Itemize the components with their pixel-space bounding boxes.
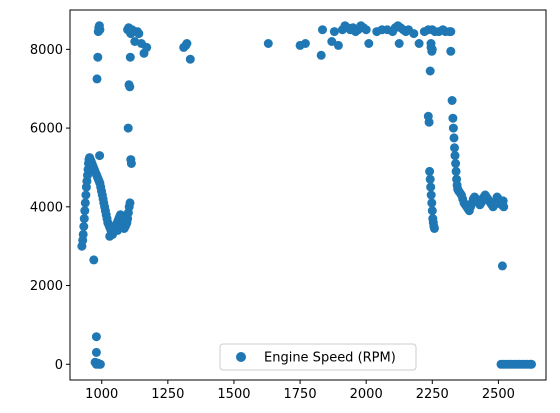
- data-point: [333, 40, 343, 50]
- data-point: [414, 39, 424, 48]
- axes-frame: [69, 9, 547, 381]
- x-tick-label: 2250: [416, 387, 449, 402]
- legend-box: [219, 343, 417, 371]
- x-tick-label: 1750: [284, 387, 317, 402]
- data-point: [427, 44, 437, 54]
- data-point: [119, 224, 129, 233]
- x-tick-label: 2500: [482, 387, 515, 402]
- y-tick-label: 8000: [30, 43, 63, 58]
- data-point: [361, 25, 371, 35]
- legend-label: Engine Speed (RPM): [264, 351, 396, 366]
- data-point: [499, 202, 509, 212]
- data-point: [80, 198, 90, 208]
- data-point: [426, 182, 436, 192]
- data-point: [427, 206, 437, 216]
- data-point: [425, 166, 435, 176]
- data-point: [426, 190, 436, 200]
- data-point: [318, 25, 327, 35]
- y-tick-label: 0: [55, 358, 63, 373]
- x-tick-label: 1000: [85, 387, 118, 402]
- data-point: [424, 117, 434, 127]
- data-point: [327, 37, 337, 46]
- data-point: [497, 261, 507, 271]
- x-tick-label: 2000: [350, 387, 383, 402]
- data-point: [448, 113, 458, 123]
- data-point: [95, 25, 105, 35]
- data-point: [92, 74, 102, 84]
- data-point: [447, 96, 457, 105]
- data-point: [300, 39, 310, 48]
- data-point: [448, 123, 458, 133]
- data-point: [185, 54, 195, 64]
- data-point: [409, 29, 419, 39]
- data-point: [364, 39, 374, 48]
- data-point: [451, 159, 461, 168]
- data-point: [425, 174, 435, 184]
- data-point: [446, 46, 456, 56]
- data-point: [95, 359, 105, 369]
- data-point: [425, 66, 435, 76]
- data-point: [427, 198, 437, 208]
- data-point: [93, 52, 103, 62]
- data-point: [449, 133, 459, 143]
- data-point: [429, 224, 439, 233]
- y-tick-label: 4000: [30, 200, 63, 215]
- data-point: [142, 42, 152, 52]
- data-point: [89, 255, 99, 265]
- legend: Engine Speed (RPM): [219, 343, 417, 371]
- y-tick-label: 2000: [30, 279, 63, 294]
- legend-marker: [236, 352, 246, 362]
- data-point: [123, 123, 133, 133]
- data-point: [78, 229, 88, 239]
- data-point: [182, 39, 192, 48]
- data-point: [394, 39, 404, 48]
- data-point: [450, 143, 459, 153]
- x-tick-label: 1250: [151, 387, 184, 402]
- data-point: [81, 190, 91, 200]
- data-point: [95, 151, 105, 161]
- data-point: [451, 166, 461, 176]
- data-point: [79, 214, 89, 224]
- data-point: [125, 52, 135, 62]
- data-point: [263, 39, 273, 48]
- data-point: [80, 206, 90, 216]
- data-point: [446, 27, 456, 37]
- data-point: [134, 29, 144, 39]
- x-axis-ticks: 1000 1250 1500 1750 2000 2250 2500: [85, 380, 515, 402]
- data-point: [91, 347, 101, 357]
- data-point: [105, 231, 115, 241]
- data-point: [329, 27, 339, 37]
- data-point: [79, 222, 89, 231]
- x-tick-label: 1500: [217, 387, 250, 402]
- data-point: [125, 198, 135, 208]
- data-point: [450, 151, 460, 161]
- data-point: [125, 82, 135, 92]
- y-axis-ticks: 0 2000 4000 6000 8000: [30, 43, 70, 373]
- data-point: [527, 359, 536, 369]
- data-point: [316, 50, 326, 60]
- data-point: [126, 159, 136, 168]
- data-point: [91, 332, 101, 342]
- points-layer: [77, 21, 536, 369]
- y-tick-label: 6000: [30, 122, 63, 137]
